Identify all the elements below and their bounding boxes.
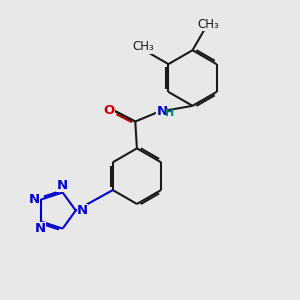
Text: CH₃: CH₃ — [198, 18, 220, 31]
Text: CH₃: CH₃ — [132, 40, 154, 53]
Text: N: N — [157, 105, 168, 118]
Text: N: N — [28, 193, 40, 206]
Text: N: N — [77, 204, 88, 217]
Text: N: N — [56, 179, 68, 192]
Text: H: H — [165, 108, 174, 118]
Text: N: N — [35, 222, 46, 236]
Text: O: O — [103, 104, 115, 117]
